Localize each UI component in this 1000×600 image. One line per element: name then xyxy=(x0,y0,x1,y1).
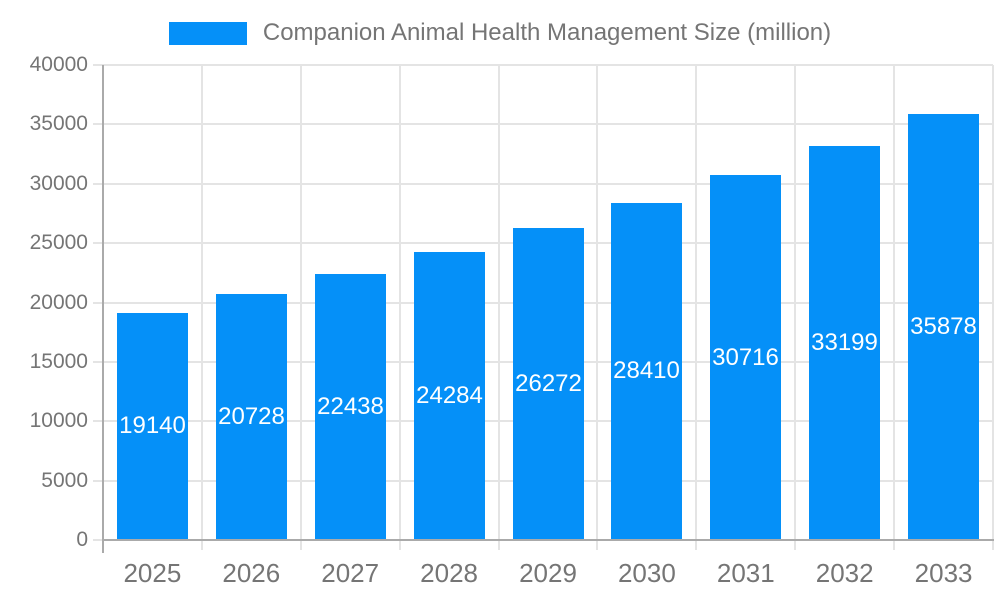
x-tick-label: 2029 xyxy=(519,558,577,588)
x-tick-label: 2033 xyxy=(914,558,973,588)
bar-2033[interactable] xyxy=(908,113,979,540)
x-tick-label: 2030 xyxy=(617,558,676,588)
bar-2027[interactable] xyxy=(315,273,386,540)
bar-value-label: 20728 xyxy=(218,402,285,430)
x-tick-label: 2031 xyxy=(716,558,775,588)
x-gridline xyxy=(300,65,302,550)
x-gridline xyxy=(201,65,203,550)
y-tick-label: 10000 xyxy=(29,409,88,432)
bar-value-label: 22438 xyxy=(317,392,384,420)
x-axis-line xyxy=(102,539,994,541)
x-tick-label: 2027 xyxy=(321,558,380,588)
bar-value-label: 24284 xyxy=(416,381,483,409)
chart-legend: Companion Animal Health Management Size … xyxy=(0,19,1000,47)
y-tick-label: 40000 xyxy=(29,53,88,76)
bar-value-label: 19140 xyxy=(119,412,186,440)
x-tick-label: 2025 xyxy=(123,558,182,588)
legend-swatch-icon[interactable] xyxy=(168,21,247,45)
y-tick-label: 30000 xyxy=(29,172,88,195)
x-gridline xyxy=(695,65,697,550)
bar-value-label: 35878 xyxy=(910,313,977,340)
bar-value-label: 26272 xyxy=(515,370,582,397)
legend-label[interactable]: Companion Animal Health Management Size … xyxy=(262,19,832,46)
x-gridline xyxy=(399,65,401,550)
bar-2030[interactable] xyxy=(611,202,682,540)
y-tick-label: 0 xyxy=(76,528,88,551)
x-tick-label: 2026 xyxy=(222,558,281,588)
y-tick-label: 35000 xyxy=(29,112,88,135)
bar-2028[interactable] xyxy=(414,251,485,540)
bar-2026[interactable] xyxy=(216,293,287,540)
x-gridline xyxy=(596,65,598,550)
y-tick-label: 15000 xyxy=(29,350,88,373)
y-axis-line xyxy=(102,65,104,553)
bar-2032[interactable] xyxy=(809,145,880,540)
bar-value-label: 30716 xyxy=(712,343,779,371)
bar-value-label: 33199 xyxy=(811,328,878,356)
bar-value-label: 28410 xyxy=(613,357,680,385)
x-gridline xyxy=(498,65,500,550)
x-tick-label: 2028 xyxy=(420,558,479,588)
x-gridline xyxy=(893,65,895,550)
bar-2025[interactable] xyxy=(117,312,188,540)
y-gridline xyxy=(93,183,993,185)
y-tick-label: 5000 xyxy=(41,469,88,492)
x-gridline xyxy=(992,65,994,550)
y-tick-label: 25000 xyxy=(29,231,88,254)
x-tick-label: 2032 xyxy=(815,558,874,588)
bar-2031[interactable] xyxy=(710,175,781,540)
y-gridline xyxy=(93,123,993,125)
bar-2029[interactable] xyxy=(513,228,584,540)
y-tick-label: 20000 xyxy=(29,291,88,314)
x-gridline xyxy=(794,65,796,550)
y-gridline xyxy=(93,64,993,66)
